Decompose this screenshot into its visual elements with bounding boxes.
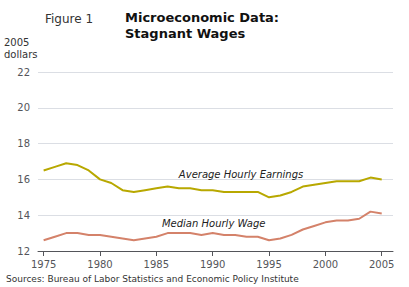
svg-text:2000: 2000 [313, 259, 338, 270]
svg-text:1980: 1980 [87, 259, 112, 270]
svg-text:1990: 1990 [200, 259, 225, 270]
svg-text:2005: 2005 [369, 259, 394, 270]
svg-text:22: 22 [17, 67, 30, 78]
svg-text:Stagnant Wages: Stagnant Wages [125, 26, 245, 41]
svg-text:14: 14 [17, 210, 30, 221]
svg-text:1975: 1975 [31, 259, 56, 270]
svg-text:18: 18 [17, 138, 30, 149]
svg-text:1995: 1995 [256, 259, 281, 270]
svg-text:12: 12 [17, 246, 30, 257]
svg-text:Sources: Bureau of Labor Stati: Sources: Bureau of Labor Statistics and … [6, 274, 299, 284]
svg-text:Figure 1: Figure 1 [45, 12, 93, 26]
svg-text:2005: 2005 [4, 37, 29, 48]
svg-text:Microeconomic Data:: Microeconomic Data: [125, 10, 279, 25]
svg-text:16: 16 [17, 174, 30, 185]
svg-text:20: 20 [17, 102, 30, 113]
svg-text:1985: 1985 [144, 259, 169, 270]
svg-text:dollars: dollars [4, 49, 37, 60]
svg-text:Median Hourly Wage: Median Hourly Wage [162, 218, 265, 229]
svg-text:Average Hourly Earnings: Average Hourly Earnings [178, 169, 303, 180]
